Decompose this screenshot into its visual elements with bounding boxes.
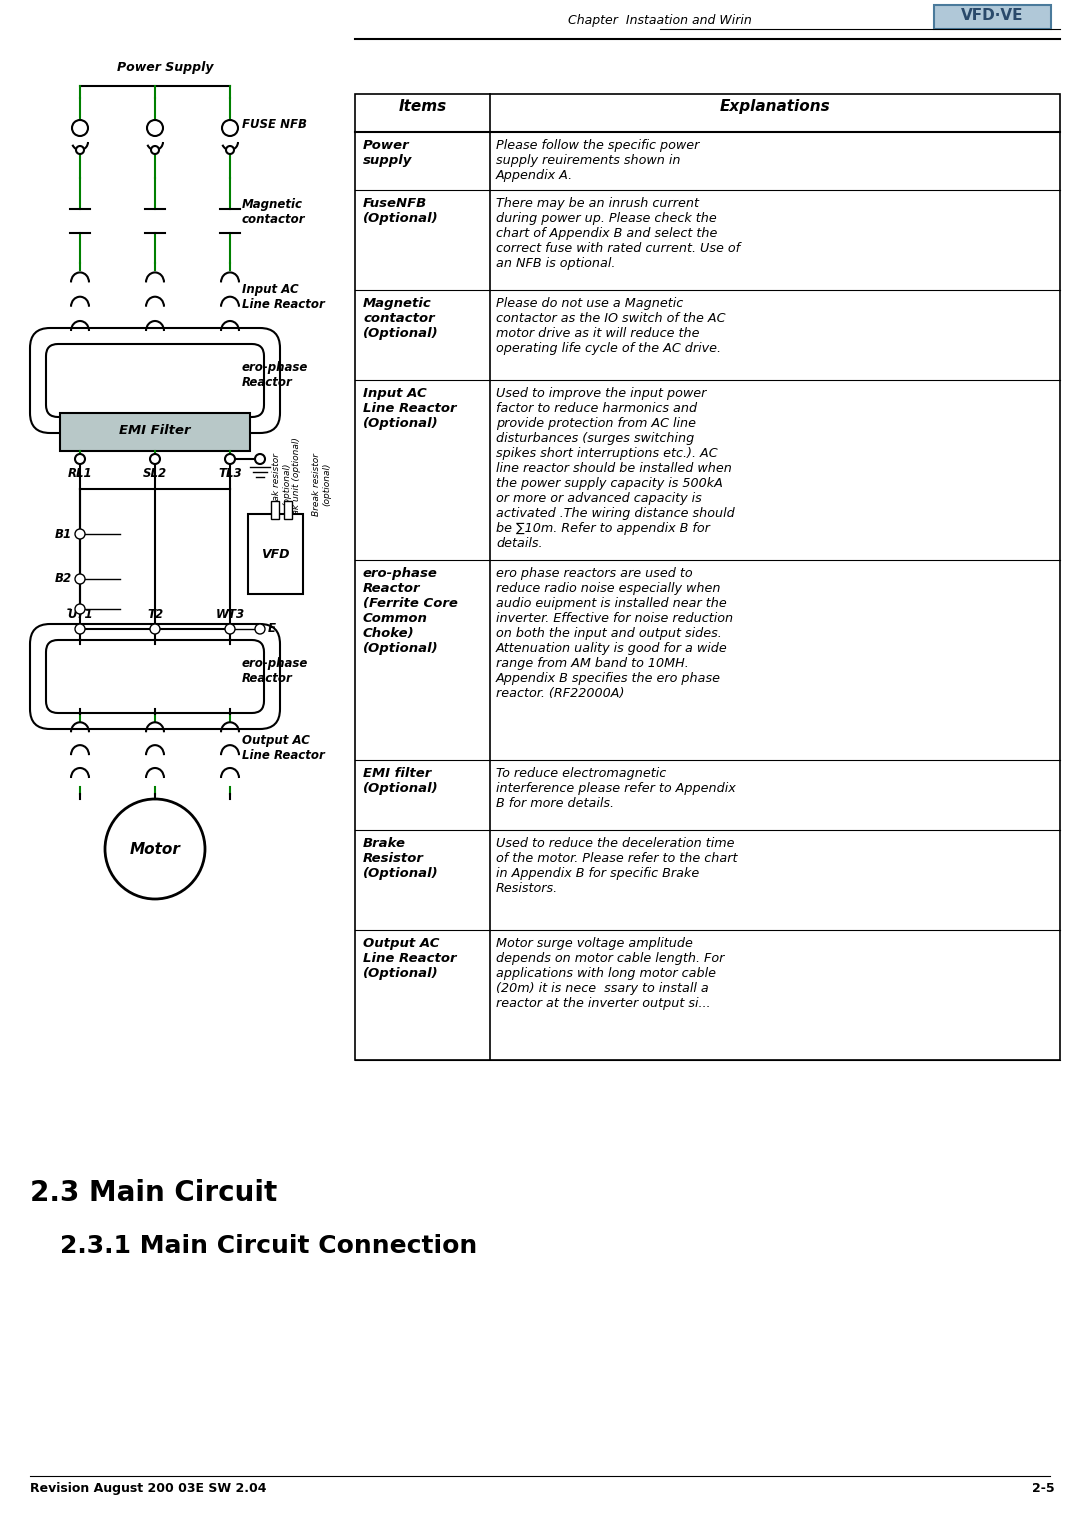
Circle shape bbox=[75, 624, 85, 634]
Circle shape bbox=[147, 120, 163, 137]
Text: There may be an inrush current
during power up. Please check the
chart of Append: There may be an inrush current during po… bbox=[496, 196, 740, 270]
Text: 2-5: 2-5 bbox=[1032, 1482, 1055, 1496]
Text: FUSE NFB: FUSE NFB bbox=[242, 118, 307, 130]
Text: Input AC
Line Reactor
(Optional): Input AC Line Reactor (Optional) bbox=[363, 387, 457, 430]
Text: Items: Items bbox=[399, 100, 447, 114]
FancyBboxPatch shape bbox=[30, 624, 280, 729]
Text: TL3: TL3 bbox=[218, 466, 242, 480]
Circle shape bbox=[222, 120, 238, 137]
Text: ero-phase
Reactor
(Ferrite Core
Common
Choke)
(Optional): ero-phase Reactor (Ferrite Core Common C… bbox=[363, 568, 458, 655]
Text: Break unit (optional): Break unit (optional) bbox=[292, 437, 301, 531]
Text: E: E bbox=[268, 623, 276, 635]
Text: Used to reduce the deceleration time
of the motor. Please refer to the chart
in : Used to reduce the deceleration time of … bbox=[496, 838, 738, 894]
Text: Motor: Motor bbox=[130, 842, 180, 856]
Circle shape bbox=[255, 454, 265, 463]
Text: UT1: UT1 bbox=[67, 607, 93, 621]
FancyBboxPatch shape bbox=[934, 5, 1051, 29]
Text: Chapter  Instaation and Wirin: Chapter Instaation and Wirin bbox=[568, 14, 752, 28]
Text: ero-phase
Reactor: ero-phase Reactor bbox=[242, 658, 309, 686]
Text: RL1: RL1 bbox=[68, 466, 92, 480]
Circle shape bbox=[151, 146, 159, 153]
Text: Power
supply: Power supply bbox=[363, 140, 413, 167]
Circle shape bbox=[150, 624, 160, 634]
Text: ero phase reactors are used to
reduce radio noise especially when
audio euipment: ero phase reactors are used to reduce ra… bbox=[496, 568, 733, 700]
Bar bbox=[355, 94, 1059, 1060]
Text: Power Supply: Power Supply bbox=[117, 61, 213, 74]
Text: Output AC
Line Reactor: Output AC Line Reactor bbox=[242, 733, 325, 762]
Circle shape bbox=[225, 454, 235, 463]
Text: -: - bbox=[67, 603, 72, 615]
Text: Break resistor
(optional): Break resistor (optional) bbox=[272, 453, 292, 515]
Text: Revision August 200 03E SW 2.04: Revision August 200 03E SW 2.04 bbox=[30, 1482, 267, 1496]
Text: SL2: SL2 bbox=[143, 466, 167, 480]
Text: To reduce electromagnetic
interference please refer to Appendix
B for more detai: To reduce electromagnetic interference p… bbox=[496, 767, 735, 810]
Circle shape bbox=[75, 529, 85, 538]
Circle shape bbox=[255, 624, 265, 634]
Circle shape bbox=[72, 120, 87, 137]
FancyBboxPatch shape bbox=[46, 344, 264, 417]
Bar bbox=[284, 502, 292, 518]
Circle shape bbox=[150, 454, 160, 463]
Text: VFD: VFD bbox=[261, 548, 289, 560]
Text: B2: B2 bbox=[55, 572, 72, 586]
Text: ero-phase
Reactor: ero-phase Reactor bbox=[242, 362, 309, 390]
Text: Magnetic
contactor
(Optional): Magnetic contactor (Optional) bbox=[363, 298, 438, 341]
Text: Input AC
Line Reactor: Input AC Line Reactor bbox=[242, 282, 325, 311]
Circle shape bbox=[105, 799, 205, 899]
Circle shape bbox=[226, 146, 234, 153]
Text: T2: T2 bbox=[147, 607, 163, 621]
Text: 2.3 Main Circuit: 2.3 Main Circuit bbox=[30, 1180, 278, 1207]
Circle shape bbox=[75, 454, 85, 463]
Text: Output AC
Line Reactor
(Optional): Output AC Line Reactor (Optional) bbox=[363, 937, 457, 980]
Text: WT3: WT3 bbox=[215, 607, 244, 621]
Bar bbox=[248, 514, 303, 594]
FancyBboxPatch shape bbox=[30, 328, 280, 433]
Circle shape bbox=[75, 604, 85, 614]
Bar bbox=[271, 502, 279, 518]
Text: VFD·VE: VFD·VE bbox=[961, 9, 1023, 23]
Text: Brake
Resistor
(Optional): Brake Resistor (Optional) bbox=[363, 838, 438, 881]
Text: Used to improve the input power
factor to reduce harmonics and
provide protectio: Used to improve the input power factor t… bbox=[496, 387, 734, 551]
Text: Please do not use a Magnetic
contactor as the IO switch of the AC
motor drive as: Please do not use a Magnetic contactor a… bbox=[496, 298, 726, 354]
Text: Magnetic
contactor: Magnetic contactor bbox=[242, 198, 306, 225]
Text: B1: B1 bbox=[55, 528, 72, 540]
Text: Explanations: Explanations bbox=[719, 100, 831, 114]
Text: EMI Filter: EMI Filter bbox=[119, 423, 191, 437]
Text: Break resistor
(optional): Break resistor (optional) bbox=[312, 453, 332, 515]
Circle shape bbox=[75, 574, 85, 584]
Text: Motor surge voltage amplitude
depends on motor cable length. For
applications wi: Motor surge voltage amplitude depends on… bbox=[496, 937, 725, 1009]
Text: 2.3.1 Main Circuit Connection: 2.3.1 Main Circuit Connection bbox=[60, 1233, 477, 1258]
Circle shape bbox=[76, 146, 84, 153]
Text: EMI filter
(Optional): EMI filter (Optional) bbox=[363, 767, 438, 795]
Text: FuseNFB
(Optional): FuseNFB (Optional) bbox=[363, 196, 438, 225]
FancyBboxPatch shape bbox=[46, 640, 264, 713]
Circle shape bbox=[225, 624, 235, 634]
Bar bbox=[60, 413, 249, 451]
Text: Please follow the specific power
supply reuirements shown in
Appendix A.: Please follow the specific power supply … bbox=[496, 140, 700, 183]
